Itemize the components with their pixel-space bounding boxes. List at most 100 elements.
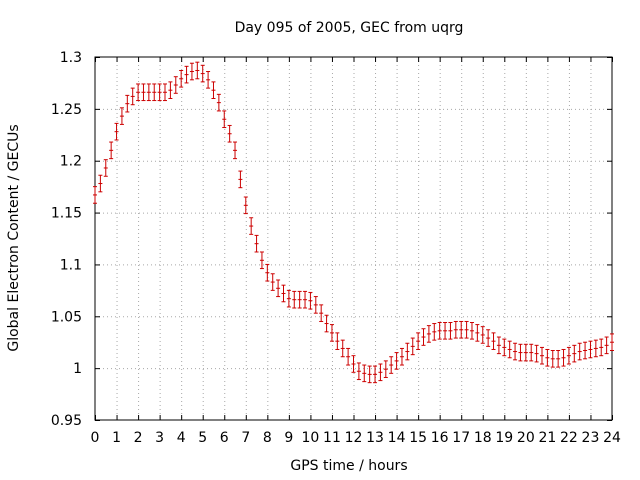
x-tick-label: 8 [263,430,272,446]
data-point [469,322,474,340]
data-point [340,339,345,358]
data-point [313,296,318,314]
data-point [109,141,114,160]
x-tick-labels: 0 1 2 3 4 5 6 7 8 9 10 11 12 13 14 15 16 17 18 19 20 21 22 23 24 [91,430,621,446]
data-point [249,217,254,235]
data-point [604,336,609,355]
data-point [383,360,388,378]
data-point [163,83,168,102]
data-point [281,284,286,303]
y-tick-label: 1.05 [51,309,82,325]
data-point [556,350,561,368]
data-point [243,196,248,215]
data-point [486,329,491,347]
grid-lines [95,57,612,420]
x-tick-label: 19 [495,430,513,446]
x-tick-label: 10 [302,430,320,446]
data-point [399,347,404,366]
x-axis-label: GPS time / hours [290,458,407,474]
data-point [421,328,426,346]
data-point [394,352,399,370]
data-point [270,273,275,291]
data-point [513,342,518,361]
data-point [146,83,151,102]
data-point [410,337,415,356]
data-point [610,333,614,352]
x-tick-label: 2 [134,430,143,446]
data-point [550,350,555,368]
data-point [593,339,598,358]
x-tick-label: 15 [409,430,427,446]
data-point [200,64,205,83]
data-point [373,365,378,384]
x-tick-label: 21 [538,430,556,446]
x-tick-label: 23 [582,430,600,446]
data-point [335,332,340,350]
data-point [168,81,173,99]
x-tick-label: 5 [198,430,207,446]
data-point [346,347,351,366]
x-tick-label: 7 [241,430,250,446]
data-point [265,263,270,282]
data-point [130,87,135,106]
y-tick-label: 1.3 [60,50,82,66]
data-point [136,83,141,102]
data-point [233,141,238,160]
data-point [577,342,582,361]
data-point [389,356,394,374]
data-point [599,338,604,357]
data-point [308,291,313,310]
data-point [507,340,512,359]
y-tick-labels: 0.95 1 1.05 1.1 1.15 1.2 1.25 1.3 [51,50,82,429]
x-tick-label: 12 [345,430,363,446]
data-point [588,340,593,359]
x-tick-label: 3 [155,430,164,446]
data-point [416,332,421,350]
data-point [572,344,577,363]
data-point [491,332,496,350]
x-tick-label: 20 [517,430,535,446]
x-tick-label: 16 [431,430,449,446]
data-point [432,323,437,341]
data-point [114,122,119,141]
data-point [545,348,550,367]
data-point [238,170,243,189]
data-point [141,83,146,102]
data-point [539,346,544,365]
data-point [443,322,448,340]
data-point [119,107,124,125]
data-point [173,76,178,94]
data-point [566,346,571,365]
data-point [157,83,162,102]
y-tick-label: 1.2 [60,154,82,170]
data-point [583,341,588,360]
data-point [319,304,324,322]
data-point [351,355,356,373]
y-tick-label: 1 [73,361,82,377]
x-tick-label: 9 [284,430,293,446]
data-point [405,342,410,361]
data-point [378,363,383,382]
x-tick-label: 14 [388,430,406,446]
data-point [254,234,259,253]
data-point [259,251,264,270]
data-point [98,174,103,193]
data-point [103,159,108,177]
data-point [464,320,469,339]
data-point [195,61,200,80]
x-tick-label: 17 [452,430,470,446]
y-tick-label: 1.1 [60,257,82,273]
data-point [125,94,130,113]
data-point [496,336,501,355]
data-point [437,322,442,340]
data-point [518,343,523,362]
data-point [356,362,361,381]
data-point [459,320,464,339]
data-point [211,81,216,99]
data-point [93,186,97,204]
data-point [206,71,211,89]
data-point [303,290,308,309]
data-point [222,110,227,129]
data-point [216,93,221,112]
